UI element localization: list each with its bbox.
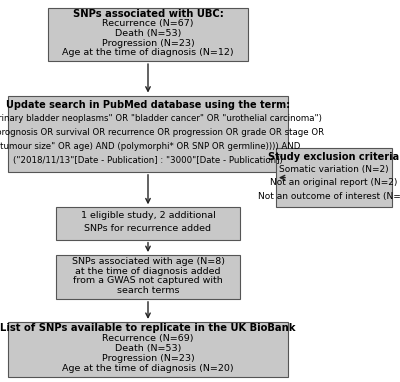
Text: Age at the time of diagnosis (N=20): Age at the time of diagnosis (N=20) bbox=[62, 364, 234, 373]
FancyBboxPatch shape bbox=[8, 322, 288, 377]
FancyBboxPatch shape bbox=[48, 8, 248, 61]
Text: from a GWAS not captured with: from a GWAS not captured with bbox=[73, 276, 223, 285]
Text: Recurrence (N=69): Recurrence (N=69) bbox=[102, 334, 194, 343]
Text: search terms: search terms bbox=[117, 286, 179, 295]
Text: Recurrence (N=67): Recurrence (N=67) bbox=[102, 19, 194, 28]
Text: Progression (N=23): Progression (N=23) bbox=[102, 354, 194, 363]
Text: AND (prognosis OR survival OR recurrence OR progression OR grade OR stage OR: AND (prognosis OR survival OR recurrence… bbox=[0, 128, 324, 137]
FancyBboxPatch shape bbox=[276, 148, 392, 207]
FancyBboxPatch shape bbox=[56, 255, 240, 299]
Text: ("2018/11/13"[Date - Publication] : "3000"[Date - Publication]): ("2018/11/13"[Date - Publication] : "300… bbox=[13, 155, 283, 165]
Text: Progression (N=23): Progression (N=23) bbox=[102, 39, 194, 48]
Text: (((("urinary bladder neoplasms" OR "bladder cancer" OR "urothelial carcinoma"): (((("urinary bladder neoplasms" OR "blad… bbox=[0, 114, 322, 123]
Text: SNPs for recurrence added: SNPs for recurrence added bbox=[84, 224, 212, 233]
Text: Age at the time of diagnosis (N=12): Age at the time of diagnosis (N=12) bbox=[62, 49, 234, 57]
Text: SNPs associated with UBC:: SNPs associated with UBC: bbox=[72, 9, 224, 19]
FancyBboxPatch shape bbox=[8, 96, 288, 172]
FancyBboxPatch shape bbox=[56, 207, 240, 240]
Text: Death (N=53): Death (N=53) bbox=[115, 344, 181, 353]
Text: SNPs associated with age (N=8): SNPs associated with age (N=8) bbox=[72, 257, 224, 266]
Text: Study exclusion criteria: Study exclusion criteria bbox=[268, 152, 400, 162]
Text: Somatic variation (N=2): Somatic variation (N=2) bbox=[279, 165, 389, 174]
Text: at the time of diagnosis added: at the time of diagnosis added bbox=[75, 267, 221, 275]
Text: Death (N=53): Death (N=53) bbox=[115, 29, 181, 38]
Text: 1 eligible study, 2 additional: 1 eligible study, 2 additional bbox=[81, 211, 215, 220]
Text: "tumour size" OR age) AND (polymorphi* OR SNP OR germline)))) AND: "tumour size" OR age) AND (polymorphi* O… bbox=[0, 142, 300, 151]
Text: Not an original report (N=2): Not an original report (N=2) bbox=[270, 178, 398, 188]
Text: List of SNPs available to replicate in the UK BioBank: List of SNPs available to replicate in t… bbox=[0, 324, 296, 333]
Text: Update search in PubMed database using the term:: Update search in PubMed database using t… bbox=[6, 100, 290, 110]
Text: Not an outcome of interest (N=6): Not an outcome of interest (N=6) bbox=[258, 191, 400, 201]
